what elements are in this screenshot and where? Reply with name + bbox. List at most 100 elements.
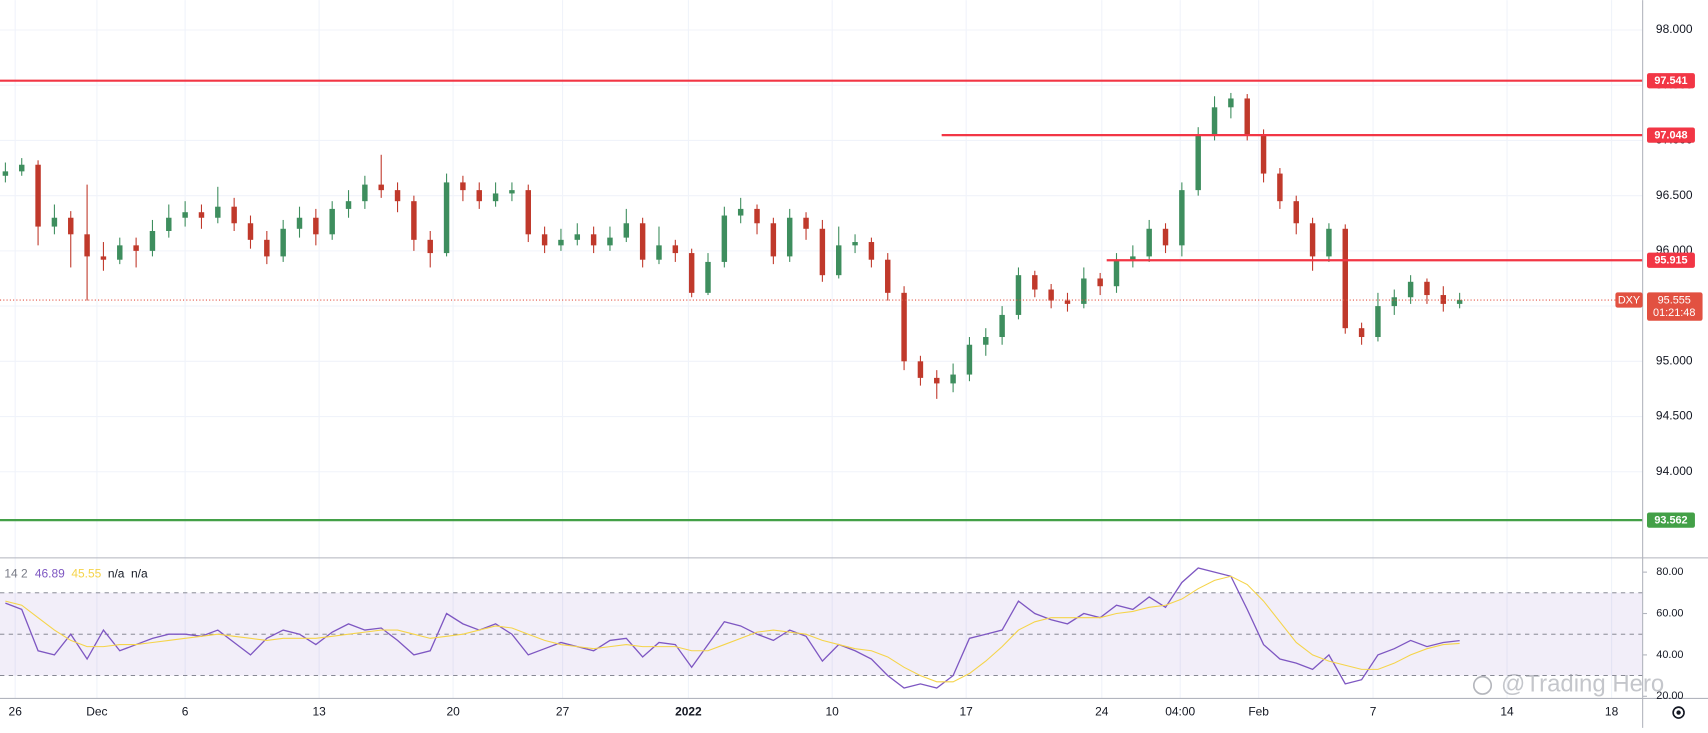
candle-body	[378, 184, 384, 191]
candle-body	[574, 234, 581, 240]
candle-body	[917, 361, 924, 378]
candle-body	[1407, 281, 1414, 298]
candle-body	[247, 223, 254, 240]
candle-body	[1391, 297, 1398, 307]
candle-body	[1440, 295, 1447, 304]
candle-body	[607, 237, 613, 246]
level-badge	[1647, 512, 1695, 528]
rsi-header-value: 45.55	[71, 566, 101, 580]
x-tick-label: Dec	[86, 705, 107, 719]
candle-body	[35, 164, 41, 227]
candle-body	[19, 164, 25, 172]
candle-body	[803, 217, 809, 229]
candle-body	[819, 228, 826, 276]
candle-body	[1211, 107, 1218, 135]
candle-body	[1228, 98, 1234, 108]
candle-body	[1244, 98, 1250, 135]
candle-body	[1456, 300, 1463, 304]
rsi-tick-label: 20.00	[1656, 690, 1683, 702]
candle-body	[1424, 281, 1430, 296]
candle-body	[84, 234, 90, 257]
x-tick-label: 26	[9, 705, 23, 719]
candle-body	[966, 344, 973, 375]
candle-body	[345, 201, 352, 209]
candle-body	[149, 230, 156, 251]
candle-body	[934, 377, 940, 384]
candle-body	[1130, 256, 1136, 260]
y-tick-label: 95.000	[1656, 353, 1693, 367]
candle-body	[1081, 278, 1087, 304]
candle-body	[476, 190, 482, 202]
candle-body	[296, 217, 303, 229]
candle-body	[1064, 300, 1071, 304]
candle-body	[1195, 134, 1201, 191]
candle-body	[721, 215, 728, 262]
level-label: 97.541	[1654, 75, 1687, 87]
candle-body	[705, 261, 711, 293]
candle-body	[1015, 275, 1022, 315]
candle-body	[525, 190, 531, 235]
candle-body	[117, 245, 123, 260]
rsi-params: 14 2	[4, 566, 28, 580]
candle-body	[68, 217, 74, 235]
plot	[0, 79, 1643, 689]
candle-body	[1113, 259, 1120, 287]
settings-icon-center[interactable]	[1676, 710, 1681, 715]
candle-body	[885, 259, 891, 293]
last-price-badge	[1647, 292, 1703, 321]
candle-body	[983, 337, 989, 345]
candle-body	[1032, 275, 1038, 290]
x-tick-label: 7	[1370, 705, 1377, 719]
candle-body	[1358, 328, 1365, 338]
candle-body	[1097, 278, 1103, 287]
candle-body	[1309, 223, 1316, 257]
candle-body	[133, 245, 139, 251]
candle-body	[1146, 228, 1152, 257]
level-badge	[1647, 252, 1695, 268]
candle-body	[182, 212, 188, 218]
watermark: @Trading Hero	[1472, 671, 1664, 698]
candle-body	[1162, 228, 1169, 246]
candle-body	[329, 208, 335, 235]
rsi-header-value: n/a	[108, 566, 125, 580]
candle-body	[411, 201, 417, 240]
y-tick-label: 94.500	[1656, 409, 1693, 423]
x-tick-label: 04:00	[1165, 705, 1195, 719]
candle-body	[492, 193, 499, 202]
candle-body	[541, 234, 548, 246]
candle-body	[198, 212, 205, 218]
settings-icon[interactable]	[1672, 706, 1685, 719]
level-label: 97.048	[1654, 130, 1687, 142]
candle-body	[280, 228, 286, 257]
x-tick-label: Feb	[1248, 705, 1269, 719]
watermark-icon	[1472, 675, 1493, 695]
candle-body	[509, 190, 515, 194]
x-tick-label: 20	[446, 705, 460, 719]
x-tick-label: 27	[556, 705, 570, 719]
candle-body	[264, 239, 270, 257]
x-tick-label: 2022	[675, 705, 702, 719]
candle-body	[737, 208, 744, 216]
watermark-text: @Trading Hero	[1501, 671, 1664, 698]
candle-body	[166, 217, 172, 231]
candle-body	[688, 253, 695, 293]
candle-body	[231, 206, 237, 224]
candle-body	[786, 217, 793, 257]
x-tick-label: 17	[960, 705, 974, 719]
rsi-ma-line	[5, 575, 1460, 683]
x-tick-label: 13	[312, 705, 326, 719]
level-label: 95.915	[1654, 255, 1687, 267]
x-tick-label: 24	[1095, 705, 1109, 719]
rsi-line	[5, 567, 1460, 689]
symbol-badge	[1615, 292, 1643, 308]
rsi-header-value: n/a	[131, 566, 148, 580]
candle-body	[2, 171, 9, 176]
settings-button[interactable]	[1672, 706, 1685, 719]
candle-body	[1048, 289, 1054, 301]
candle-body	[460, 182, 466, 191]
countdown-label: 01:21:48	[1653, 307, 1695, 319]
candle-body	[672, 245, 679, 254]
